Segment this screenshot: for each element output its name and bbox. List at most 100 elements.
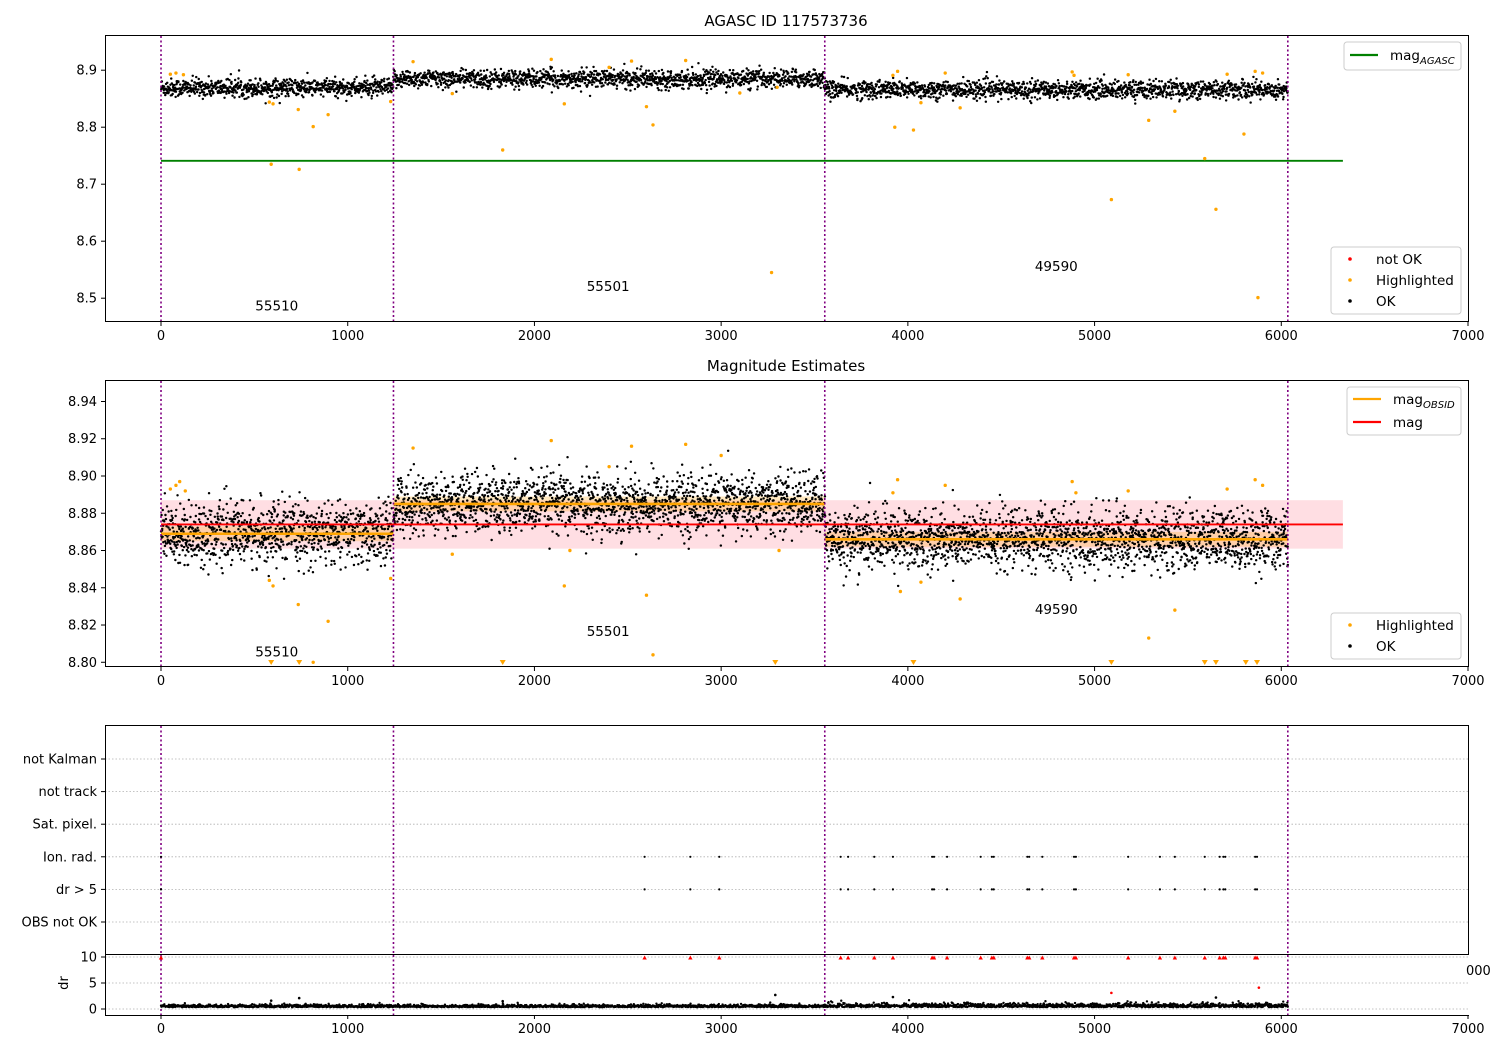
y-tick-label: 8.92 [68, 432, 97, 447]
panel-agasc-legend-upper: magAGASC [1343, 41, 1462, 71]
highlighted-point [181, 73, 186, 77]
flag-event-point [1028, 855, 1031, 858]
highlighted-point [1260, 71, 1265, 75]
highlighted-point [1225, 72, 1229, 76]
flag-event-point [1203, 855, 1206, 858]
highlighted-point [296, 107, 300, 112]
legend-label: Highlighted [1376, 273, 1454, 289]
flag-event-point [1072, 855, 1076, 858]
flag-event-point [839, 855, 842, 858]
x-tick-label: 5000 [1078, 1022, 1111, 1037]
dr-clipped-marker [991, 955, 996, 960]
legend-dot-marker [1348, 257, 1352, 261]
highlighted-point [568, 548, 572, 553]
flag-event-point [689, 855, 692, 858]
highlighted-point [898, 589, 903, 594]
highlighted-point [549, 438, 553, 443]
flag-event-point [945, 888, 949, 891]
x-tick-label: 0 [157, 329, 165, 344]
flag-event-point [1026, 888, 1029, 891]
highlighted-point [1072, 73, 1076, 78]
clipped-point-marker [1242, 660, 1249, 665]
highlighted-point [1173, 109, 1177, 113]
flag-event-point [990, 888, 993, 891]
flag-event-point [945, 855, 949, 858]
highlighted-point [174, 71, 178, 75]
panel-agasc-legend-lower: not OK Highlighted OK [1330, 246, 1462, 315]
highlighted-point [183, 489, 187, 493]
clipped-point-marker [1212, 660, 1219, 665]
highlighted-point [919, 100, 923, 105]
highlighted-point [891, 491, 895, 495]
dr-clipped-marker [1073, 955, 1079, 960]
highlighted-point [738, 91, 742, 95]
dr-clipped-marker [642, 955, 647, 960]
x-tick-label: 4000 [891, 1022, 924, 1037]
dr-clipped-marker [1223, 955, 1228, 960]
panel-mag-legend-lower: Highlighted OK [1330, 612, 1462, 660]
clipped-point-marker [499, 660, 506, 665]
y-tick-label: 0 [89, 1003, 97, 1018]
highlighted-point [296, 602, 300, 607]
legend-dot-marker [1348, 278, 1352, 282]
panel-dr: 0 1000 2000 3000 4000 5000 6000 7000 0 5 10 000 dr [57, 951, 1491, 1038]
flag-event-point [992, 888, 995, 891]
x-tick-label: 3000 [705, 1022, 738, 1037]
flag-event-point [1254, 855, 1257, 858]
panel-agasc: AGASC ID 117573736 55510 55501 49590 0 1000… [76, 12, 1484, 344]
panel-agasc-title: AGASC ID 117573736 [704, 12, 867, 30]
y-tick-label: 5 [89, 977, 97, 992]
clipped-point-marker [1201, 660, 1208, 665]
dr-outlier-point [297, 996, 301, 1000]
highlighted-point [607, 65, 611, 70]
flag-event-point [1203, 888, 1206, 891]
legend-label: mag [1393, 415, 1423, 431]
dr-clipped-marker [1027, 955, 1032, 960]
highlighted-point [1147, 118, 1151, 123]
x-tick-label: 3000 [705, 674, 738, 689]
y-tick-label: 8.6 [76, 235, 97, 250]
highlighted-point [297, 167, 301, 172]
flag-event-point [643, 855, 646, 858]
legend-label: Highlighted [1376, 618, 1454, 634]
highlighted-point [411, 59, 415, 64]
flag-event-point [931, 888, 934, 891]
highlighted-point [651, 653, 655, 657]
highlighted-point [1070, 479, 1074, 484]
flag-event-point [1158, 855, 1162, 858]
flag-event-point [1026, 855, 1029, 858]
legend-dot-marker [1348, 644, 1352, 648]
obsid-label: 55510 [255, 645, 298, 661]
highlighted-point [1173, 608, 1177, 612]
highlighted-point [651, 123, 655, 127]
flag-event-point [718, 855, 721, 858]
flag-event-point [932, 888, 936, 891]
flag-category-label: Sat. pixel. [33, 818, 97, 833]
highlighted-point [1070, 70, 1074, 74]
highlighted-point [271, 102, 275, 106]
highlighted-point [1147, 636, 1151, 640]
panel-mag-points [159, 438, 1290, 664]
flag-event-point [873, 855, 876, 858]
dr-outlier-point [1110, 991, 1113, 995]
flag-event-point [979, 855, 982, 858]
highlighted-point [388, 576, 393, 581]
x-tick-label: 5000 [1078, 674, 1111, 689]
obsid-label: 55501 [587, 624, 630, 640]
x-tick-label: 7000 [1451, 329, 1484, 344]
overflow-tick-label: 000 [1466, 964, 1491, 979]
dr-outlier-point [501, 999, 504, 1003]
legend-label: OK [1376, 639, 1397, 655]
highlighted-point [1074, 491, 1078, 495]
flag-event-point [1255, 855, 1259, 858]
legend-label: not OK [1376, 252, 1423, 268]
clipped-point-marker [1108, 660, 1115, 665]
dr-clipped-marker [717, 955, 722, 960]
highlighted-point [1225, 487, 1229, 491]
y-tick-label: 8.9 [76, 64, 97, 79]
highlighted-point [450, 552, 454, 556]
flag-event-point [1224, 888, 1227, 891]
dr-clipped-marker [872, 955, 877, 960]
obsid-label: 55510 [255, 299, 298, 315]
x-tick-label: 4000 [891, 674, 924, 689]
